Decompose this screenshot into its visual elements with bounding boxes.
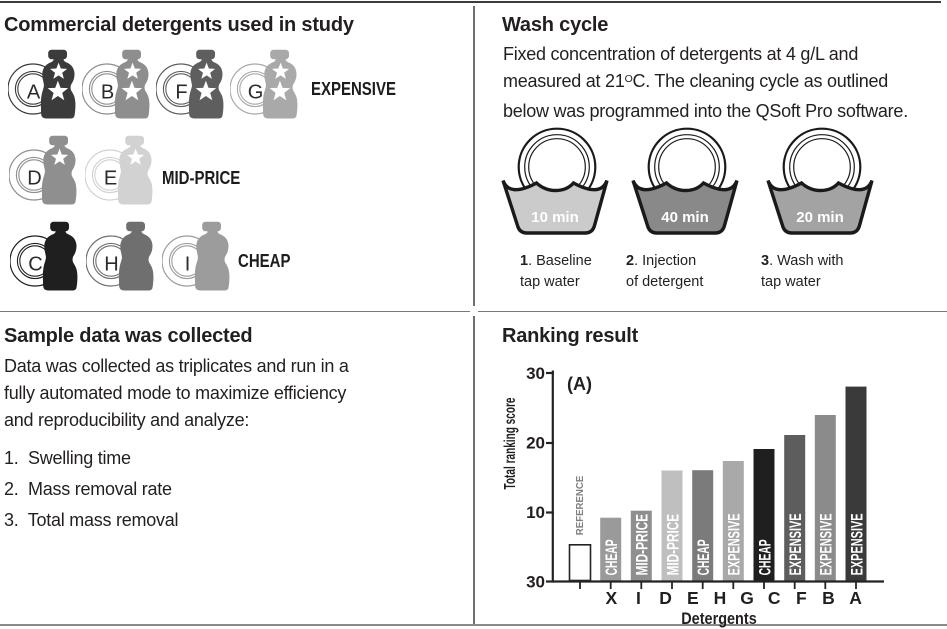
svg-text:B: B — [822, 588, 835, 608]
svg-text:F: F — [175, 82, 187, 104]
svg-text:MID-PRICE: MID-PRICE — [664, 514, 682, 576]
svg-text:G: G — [740, 588, 754, 608]
svg-text:D: D — [659, 588, 672, 608]
svg-text:X: X — [605, 588, 617, 608]
svg-text:CHEAP: CHEAP — [695, 539, 713, 575]
svg-text:30: 30 — [526, 573, 545, 592]
svg-text:C: C — [768, 588, 781, 608]
svg-text:30: 30 — [526, 364, 545, 383]
svg-text:20 min: 20 min — [796, 209, 844, 226]
svg-text:I: I — [636, 588, 641, 608]
svg-text:E: E — [687, 588, 699, 608]
svg-text:EXPENSIVE: EXPENSIVE — [818, 513, 836, 575]
svg-text:A: A — [27, 82, 41, 104]
svg-text:EXPENSIVE: EXPENSIVE — [848, 513, 866, 575]
svg-text:I: I — [185, 254, 191, 276]
svg-text:REFERENCE: REFERENCE — [574, 476, 586, 536]
svg-text:F: F — [796, 588, 807, 608]
svg-text:MID-PRICE: MID-PRICE — [634, 514, 652, 576]
svg-text:C: C — [28, 254, 42, 276]
svg-text:E: E — [104, 168, 117, 190]
svg-text:10 min: 10 min — [531, 209, 579, 226]
svg-text:G: G — [248, 82, 264, 104]
svg-text:H: H — [714, 588, 727, 608]
svg-text:D: D — [27, 168, 41, 190]
svg-text:H: H — [104, 254, 118, 276]
svg-text:Detergents: Detergents — [681, 610, 757, 628]
svg-text:10: 10 — [526, 503, 545, 522]
svg-text:40 min: 40 min — [661, 209, 709, 226]
svg-text:20: 20 — [526, 434, 545, 453]
svg-text:CHEAP: CHEAP — [756, 539, 774, 575]
svg-text:Total ranking score: Total ranking score — [502, 397, 519, 489]
svg-text:EXPENSIVE: EXPENSIVE — [787, 513, 805, 575]
svg-text:CHEAP: CHEAP — [603, 539, 621, 575]
svg-text:B: B — [101, 82, 114, 104]
svg-text:A: A — [849, 588, 862, 608]
svg-text:EXPENSIVE: EXPENSIVE — [726, 513, 744, 575]
svg-text:(A): (A) — [567, 374, 592, 394]
